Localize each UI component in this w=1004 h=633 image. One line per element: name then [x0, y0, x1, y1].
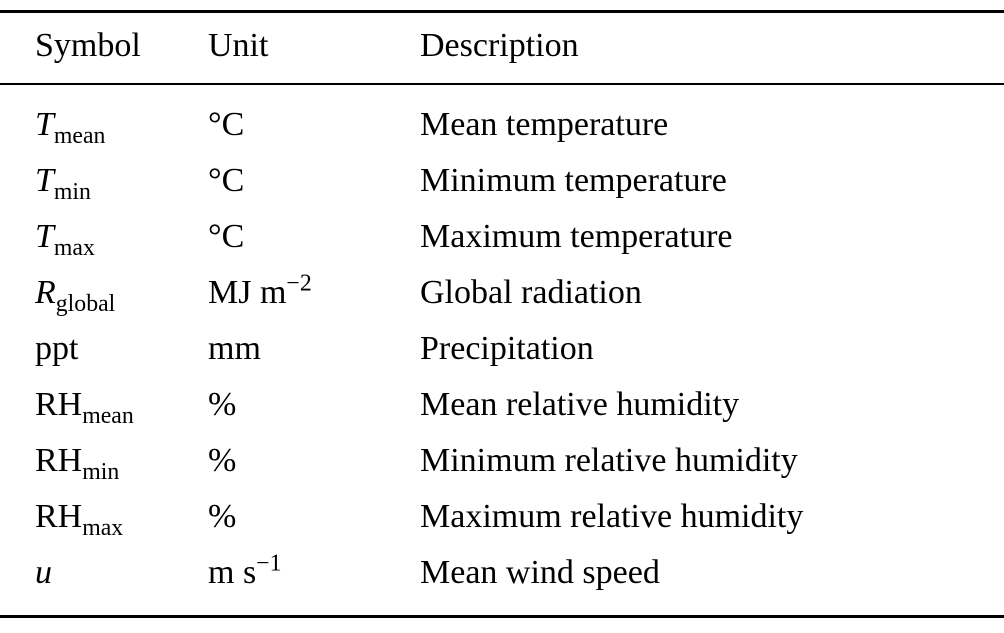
symbol-cell: RHmax — [0, 489, 208, 545]
table-row: u m s−1 Mean wind speed — [0, 545, 1004, 617]
table-header: Symbol Unit Description — [0, 12, 1004, 84]
table-row: RHmax % Maximum relative humidity — [0, 489, 1004, 545]
symbol-cell: Tmean — [0, 84, 208, 153]
symbol-base: u — [35, 554, 52, 591]
symbol-cell: Tmax — [0, 209, 208, 265]
symbol-cell: u — [0, 545, 208, 617]
symbol-subscript: max — [82, 514, 124, 541]
symbol-cell: Tmin — [0, 153, 208, 209]
description-cell: Global radiation — [420, 274, 642, 311]
table-row: RHmin % Minimum relative humidity — [0, 433, 1004, 489]
unit-cell: MJ m−2 — [208, 265, 420, 321]
symbol-subscript: mean — [53, 122, 106, 149]
description-cell: Mean temperature — [420, 106, 669, 143]
symbol-subscript: max — [53, 234, 95, 261]
table-row: ppt mm Precipitation — [0, 321, 1004, 377]
table-row: Tmax °C Maximum temperature — [0, 209, 1004, 265]
unit-cell: % — [208, 377, 420, 433]
table-row: RHmean % Mean relative humidity — [0, 377, 1004, 433]
symbol-base: T — [35, 218, 54, 255]
description-cell: Maximum relative humidity — [420, 498, 804, 535]
unit-text: % — [208, 498, 237, 535]
unit-cell: mm — [208, 321, 420, 377]
symbol-cell: RHmin — [0, 433, 208, 489]
symbol-subscript: global — [55, 290, 116, 317]
symbol-base: ppt — [35, 330, 79, 367]
unit-cell: °C — [208, 209, 420, 265]
unit-cell: % — [208, 489, 420, 545]
symbol-cell: RHmean — [0, 377, 208, 433]
description-cell: Mean relative humidity — [420, 386, 740, 423]
symbol-subscript: min — [82, 458, 120, 485]
unit-text: °C — [208, 218, 245, 255]
table-row: Tmean °C Mean temperature — [0, 84, 1004, 153]
unit-cell: % — [208, 433, 420, 489]
unit-text: mm — [208, 330, 261, 367]
unit-text: °C — [208, 106, 245, 143]
column-header-symbol: Symbol — [35, 27, 141, 64]
unit-cell: °C — [208, 84, 420, 153]
unit-superscript: −2 — [286, 270, 312, 297]
paper-table-container: Symbol Unit Description Tmean °C Mean te… — [0, 10, 1004, 618]
symbol-base: R — [35, 274, 56, 311]
table-row: Rglobal MJ m−2 Global radiation — [0, 265, 1004, 321]
symbol-base: RH — [35, 386, 83, 423]
unit-text: m s — [208, 554, 257, 591]
description-cell: Minimum temperature — [420, 162, 727, 199]
unit-text: °C — [208, 162, 245, 199]
unit-cell: m s−1 — [208, 545, 420, 617]
symbol-cell: Rglobal — [0, 265, 208, 321]
symbol-base: RH — [35, 442, 83, 479]
description-cell: Precipitation — [420, 330, 594, 367]
description-cell: Mean wind speed — [420, 554, 660, 591]
column-header-unit: Unit — [208, 27, 269, 64]
symbol-base: RH — [35, 498, 83, 535]
unit-superscript: −1 — [256, 550, 282, 577]
unit-cell: °C — [208, 153, 420, 209]
column-header-description: Description — [420, 27, 579, 64]
table-body: Tmean °C Mean temperature Tmin °C Minimu… — [0, 84, 1004, 617]
unit-text: MJ m — [208, 274, 287, 311]
symbol-subscript: mean — [82, 402, 134, 429]
description-cell: Maximum temperature — [420, 218, 733, 255]
meteorological-symbols-table: Symbol Unit Description Tmean °C Mean te… — [0, 10, 1004, 618]
symbol-base: T — [35, 106, 54, 143]
table-row: Tmin °C Minimum temperature — [0, 153, 1004, 209]
unit-text: % — [208, 442, 237, 479]
unit-text: % — [208, 386, 237, 423]
symbol-subscript: min — [53, 178, 91, 205]
symbol-cell: ppt — [0, 321, 208, 377]
description-cell: Minimum relative humidity — [420, 442, 798, 479]
symbol-base: T — [35, 162, 54, 199]
